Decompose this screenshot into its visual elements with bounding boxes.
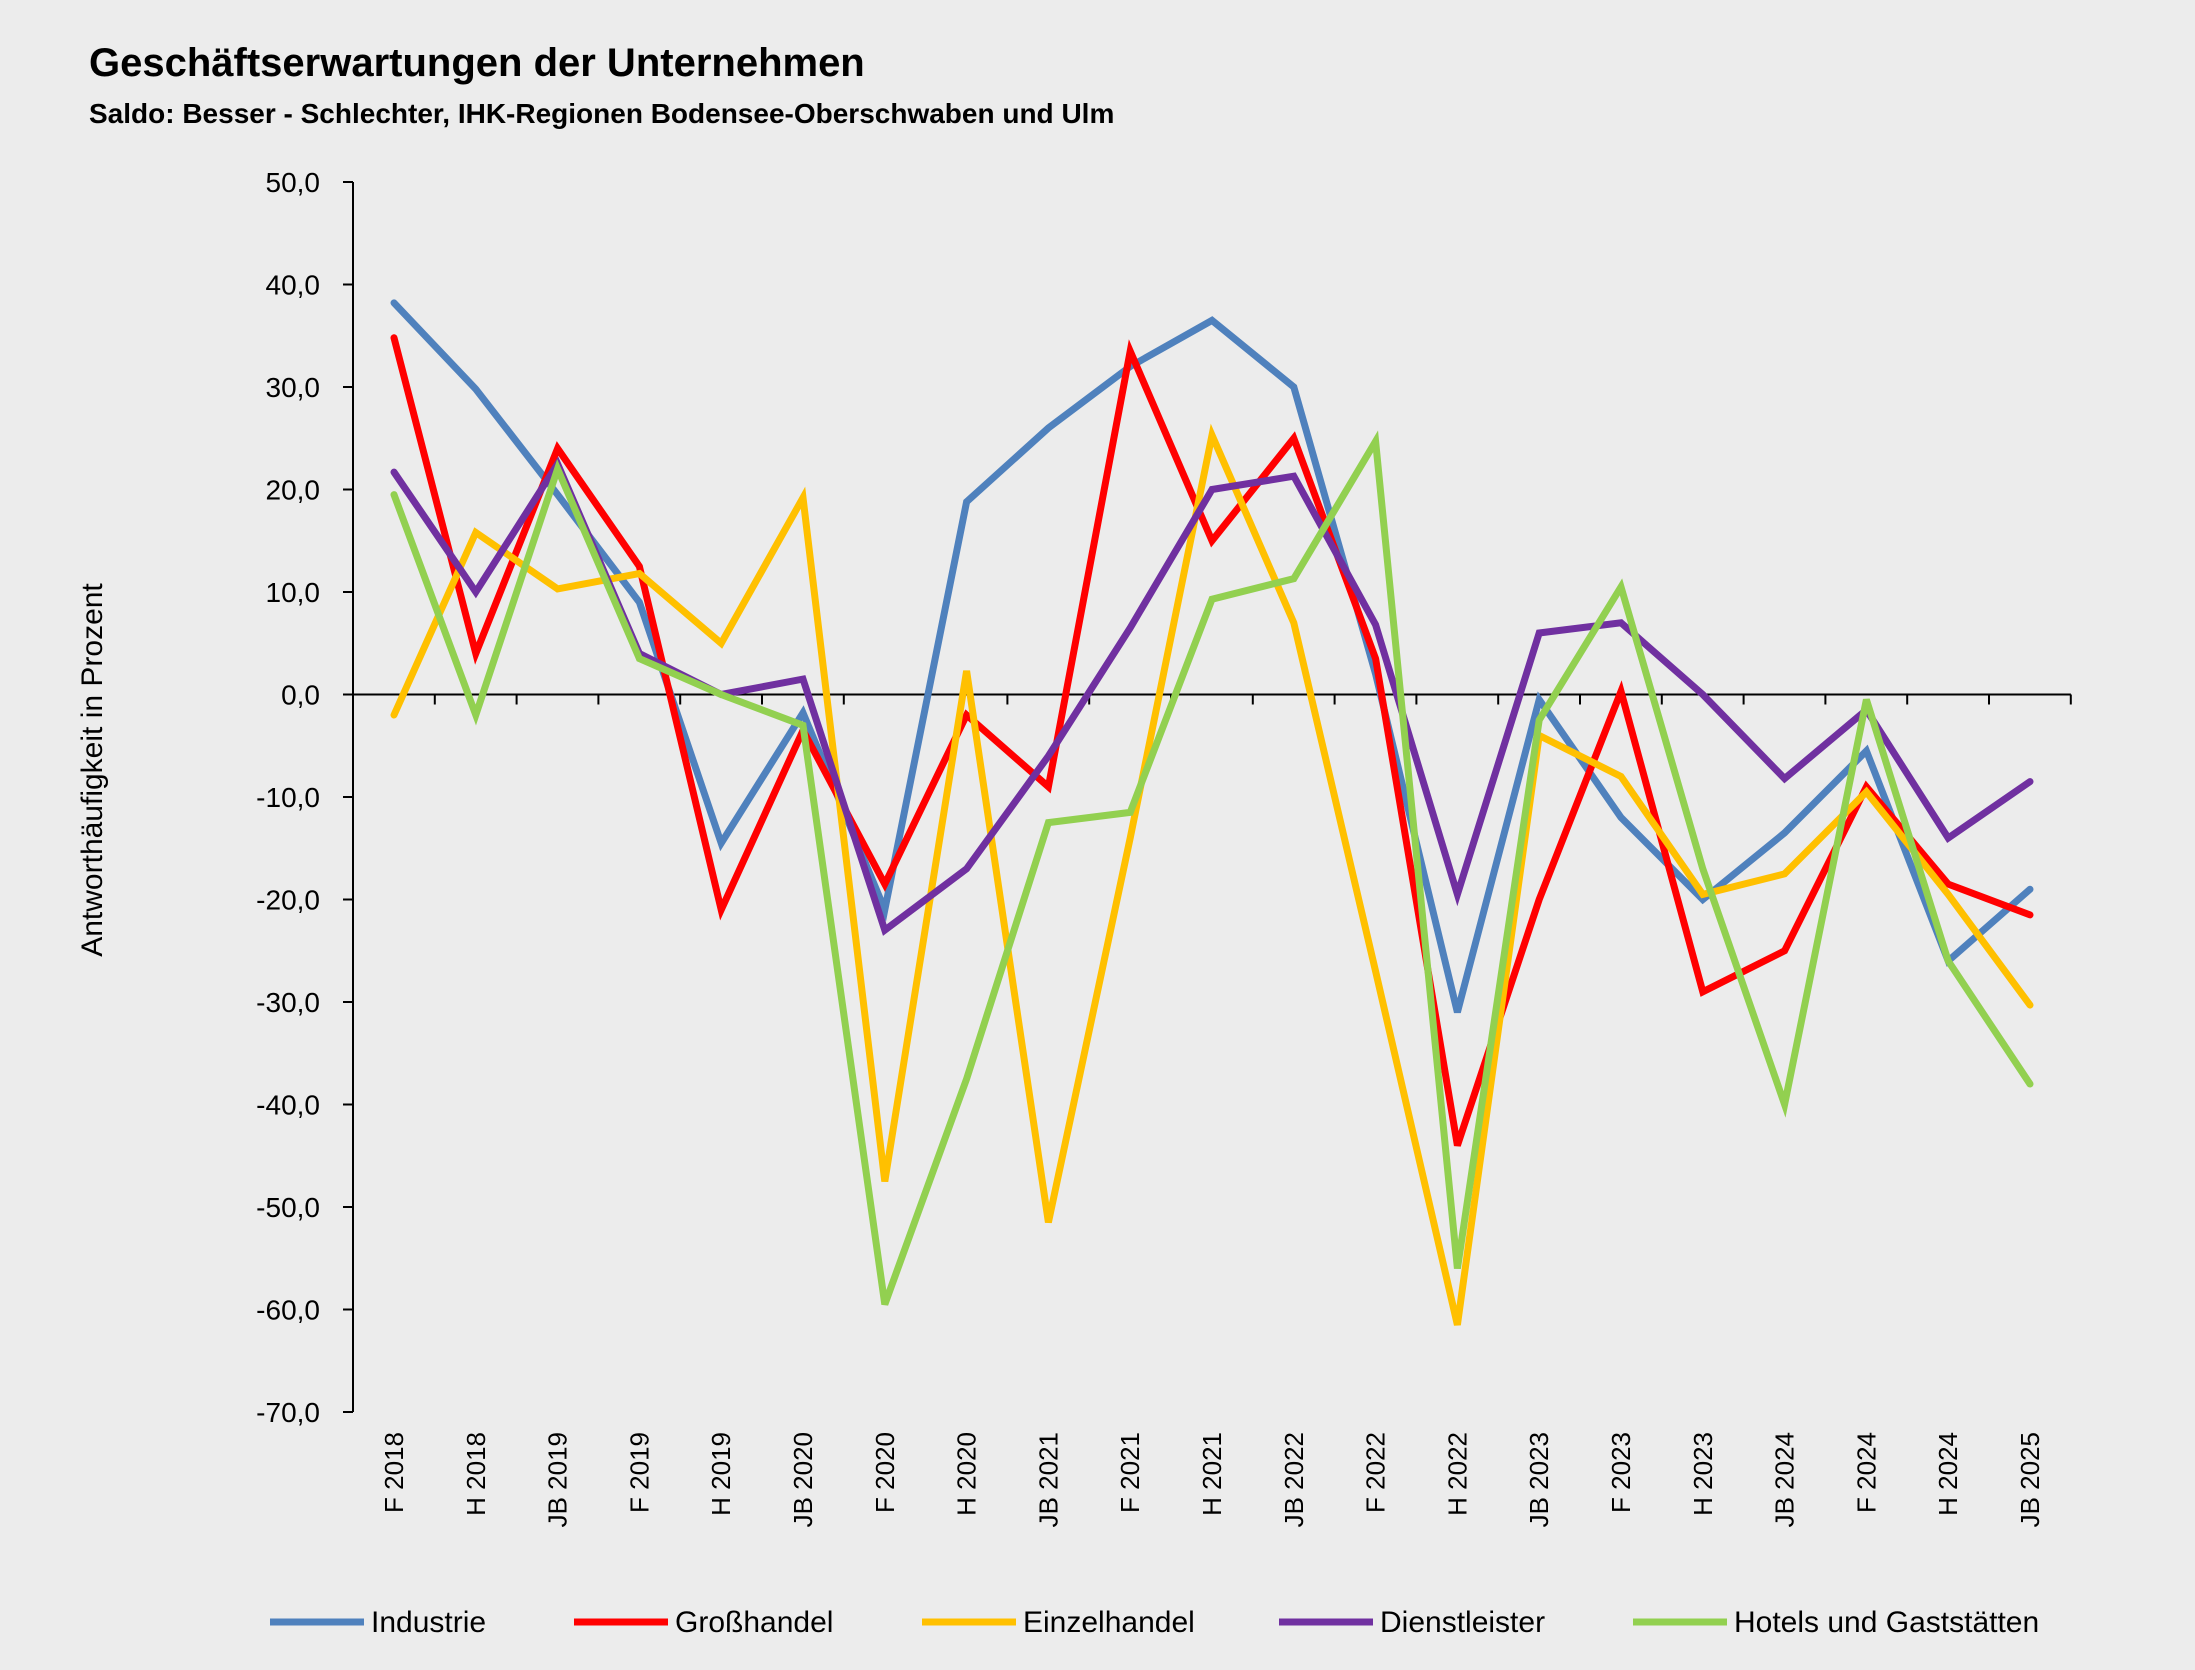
y-tick-label: -60,0 <box>256 1295 320 1326</box>
chart-title: Geschäftserwartungen der Unternehmen <box>89 41 865 85</box>
legend-label: Großhandel <box>675 1606 833 1639</box>
x-tick-label: F 2024 <box>1851 1432 1881 1513</box>
x-tick-label: F 2021 <box>1115 1432 1145 1513</box>
y-tick-label: 20,0 <box>266 475 321 506</box>
x-tick-label: F 2023 <box>1606 1432 1636 1513</box>
x-axis: F 2018 H 2018 JB 2019 F 2019 H 2019 JB 2020 F … <box>352 693 2072 1527</box>
y-tick-label: 40,0 <box>266 270 321 301</box>
y-tick-label: 50,0 <box>266 167 321 198</box>
y-tick-label: -10,0 <box>256 782 320 813</box>
series-line-hotels-und-gaststätten <box>390 430 2034 1306</box>
legend-label: Dienstleister <box>1380 1606 1545 1639</box>
y-tick-label: 30,0 <box>266 372 321 403</box>
x-tick-label: JB 2023 <box>1524 1432 1554 1527</box>
series-lines <box>390 299 2034 1326</box>
x-tick-label: H 2021 <box>1197 1432 1227 1516</box>
x-tick-label: JB 2021 <box>1033 1432 1063 1527</box>
y-tick-label: -70,0 <box>256 1397 320 1428</box>
y-axis-label: Antworthäufigkeit in Prozent <box>76 583 109 957</box>
chart-subtitle: Saldo: Besser - Schlechter, IHK-Regionen… <box>89 98 1114 129</box>
x-tick-label: H 2024 <box>1933 1432 1963 1516</box>
legend-label: Einzelhandel <box>1023 1606 1195 1639</box>
legend-label: Industrie <box>371 1606 486 1639</box>
x-tick-label: JB 2019 <box>543 1432 573 1527</box>
x-tick-label: H 2023 <box>1688 1432 1718 1516</box>
y-tick-label: 0,0 <box>281 680 320 711</box>
x-tick-label: H 2018 <box>461 1432 491 1516</box>
y-axis: 50,0 40,0 30,0 20,0 10,0 0,0 -10,0 -20,0 -30,0 -4… <box>256 167 354 1428</box>
x-tick-label: JB 2025 <box>2015 1432 2045 1527</box>
x-tick-label: F 2018 <box>379 1432 409 1513</box>
x-tick-label: H 2019 <box>706 1432 736 1516</box>
x-tick-label: JB 2022 <box>1279 1432 1309 1527</box>
series-line-großhandel <box>390 334 2034 1147</box>
y-tick-label: -40,0 <box>256 1090 320 1121</box>
y-tick-label: -50,0 <box>256 1192 320 1223</box>
x-tick-label: H 2022 <box>1442 1432 1472 1516</box>
x-tick-label: JB 2020 <box>788 1432 818 1527</box>
series-line-einzelhandel <box>390 423 2034 1326</box>
y-tick-label: -30,0 <box>256 987 320 1018</box>
legend-label: Hotels und Gaststätten <box>1734 1606 2039 1639</box>
x-tick-label: F 2022 <box>1361 1432 1391 1513</box>
legend: Industrie Großhandel Einzelhandel Dienstlei… <box>270 1606 2039 1639</box>
x-tick-label: H 2020 <box>952 1432 982 1516</box>
y-tick-label: 10,0 <box>266 577 321 608</box>
x-tick-label: JB 2024 <box>1770 1432 1800 1527</box>
y-tick-label: -20,0 <box>256 885 320 916</box>
x-tick-label: F 2019 <box>624 1432 654 1513</box>
x-tick-label: F 2020 <box>870 1432 900 1513</box>
